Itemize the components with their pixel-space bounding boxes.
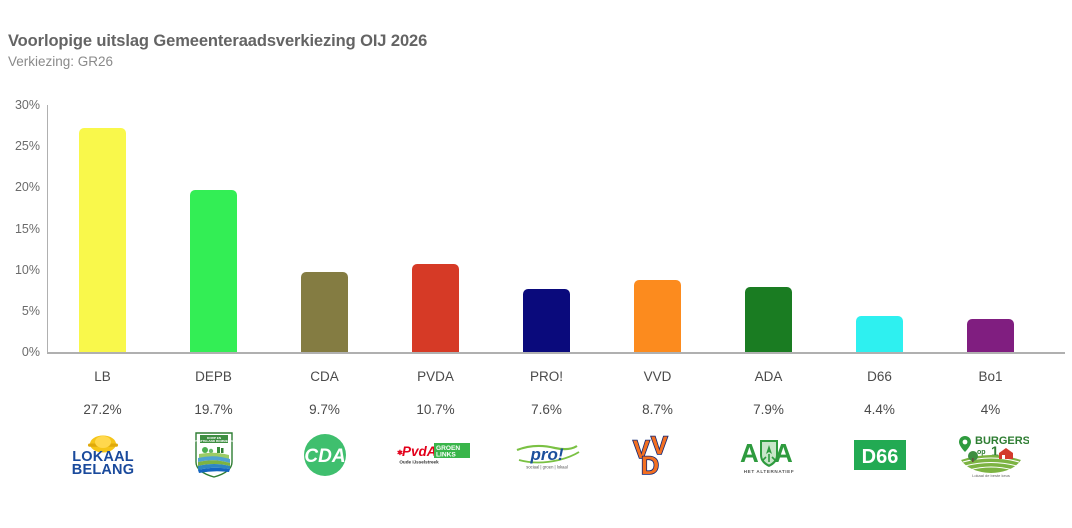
- x-axis-category-label: CDA: [310, 369, 339, 384]
- y-axis-tick: 30%: [14, 98, 40, 112]
- svg-text:Oude IJsselstreek: Oude IJsselstreek: [399, 460, 439, 465]
- x-axis-category-label: PRO!: [529, 369, 563, 384]
- svg-text:HET ALTERNATIEF: HET ALTERNATIEF: [743, 469, 794, 474]
- category-column: VVD 8.7% V V D: [602, 352, 713, 478]
- svg-text:V: V: [633, 436, 650, 464]
- pvda-groenlinks-logo: ✱ PvdA GROEN LINKS Oude IJsselstreek: [397, 443, 470, 465]
- svg-text:A: A: [774, 438, 793, 468]
- svg-text:PvdA: PvdA: [402, 444, 437, 459]
- svg-text:BURGERS: BURGERS: [975, 435, 1029, 447]
- svg-text:sociaal | groen | lokaal: sociaal | groen | lokaal: [526, 465, 568, 470]
- vvd-logo: V V D: [632, 432, 669, 478]
- category-column: Bo1 4% BURGERS op 1 Lokaal de beste keus: [935, 352, 1046, 478]
- x-axis-category-label: PVDA: [417, 369, 454, 384]
- depb-logo: DORP EN PLATTELAND BOMMERIG: [194, 432, 233, 478]
- burgers-op-1-logo: BURGERS op 1 Lokaal de beste keus: [958, 435, 1029, 478]
- page-title: Voorlopige uitslag Gemeenteraadsverkiezi…: [8, 32, 428, 50]
- category-column: LB 27.2% LOKAAL BELANG: [47, 352, 158, 478]
- y-axis-tick: 25%: [14, 139, 40, 154]
- chart-header: Voorlopige uitslag Gemeenteraadsverkiezi…: [8, 32, 427, 69]
- svg-text:LINKS: LINKS: [436, 452, 456, 459]
- bar-value-label: 7.9%: [753, 401, 784, 417]
- lokaal-belang-logo: LOKAAL BELANG: [71, 435, 134, 477]
- bar-value-label: 4.4%: [864, 401, 895, 417]
- x-axis-category-label: D66: [867, 369, 892, 384]
- lokaal-belang-logo: LOKAAL BELANG: [47, 432, 158, 478]
- category-column: CDA 9.7% CDA: [269, 352, 380, 478]
- y-axis-tick: 10%: [14, 262, 40, 277]
- svg-text:PLATTELAND BOMMERIG: PLATTELAND BOMMERIG: [194, 439, 233, 443]
- svg-text:BELANG: BELANG: [71, 462, 133, 477]
- category-column: DEPB 19.7% DORP EN PLATTELAND BOMMERIG: [158, 352, 269, 478]
- bar-value-label: 27.2%: [83, 401, 122, 417]
- svg-text:Lokaal de beste keus: Lokaal de beste keus: [972, 473, 1010, 478]
- cda-logo: CDA: [269, 432, 380, 478]
- svg-text:D66: D66: [861, 446, 898, 468]
- category-column: PRO! 7.6% pro! sociaal | groen | lokaal: [491, 352, 602, 478]
- y-axis-tick: 15%: [14, 221, 40, 236]
- svg-text:DORP EN: DORP EN: [206, 436, 221, 440]
- bars-layer: [0, 105, 1072, 352]
- bar[interactable]: [967, 319, 1014, 352]
- d66-logo: D66: [824, 432, 935, 478]
- svg-text:A: A: [740, 438, 759, 468]
- svg-text:LOKAAL: LOKAAL: [72, 449, 134, 465]
- d66-logo: D66: [853, 440, 906, 470]
- bar-value-label: 9.7%: [309, 401, 340, 417]
- x-axis-category-label: DEPB: [195, 369, 232, 384]
- category-column: ADA 7.9% A A HET ALTERNATIEF: [713, 352, 824, 478]
- y-axis-tick: 0%: [21, 345, 40, 359]
- x-axis-line: [47, 352, 1065, 354]
- y-axis-tick: 5%: [21, 303, 40, 318]
- ada-logo: A A HET ALTERNATIEF: [740, 438, 794, 474]
- category-column: D66 4.4% D66: [824, 352, 935, 478]
- bar[interactable]: [856, 315, 903, 352]
- pro-logo: pro! sociaal | groen | lokaal: [516, 444, 579, 470]
- svg-text:1: 1: [991, 443, 999, 459]
- bar-value-label: 19.7%: [194, 401, 233, 417]
- svg-text:✱: ✱: [397, 449, 403, 457]
- bar[interactable]: [190, 189, 237, 352]
- bar[interactable]: [412, 263, 459, 352]
- svg-text:CDA: CDA: [304, 446, 345, 467]
- ada-logo: A A HET ALTERNATIEF: [713, 432, 824, 478]
- bar[interactable]: [745, 286, 792, 352]
- vvd-logo: V V D: [602, 432, 713, 478]
- x-axis-category-label: LB: [94, 369, 111, 384]
- cda-logo: CDA: [303, 434, 346, 476]
- svg-text:pro!: pro!: [529, 445, 563, 464]
- svg-text:D: D: [641, 452, 659, 478]
- svg-text:V: V: [651, 432, 668, 460]
- pvda-groenlinks-logo: ✱ PvdA GROEN LINKS Oude IJsselstreek: [380, 432, 491, 478]
- burgers-op-1-logo: BURGERS op 1 Lokaal de beste keus: [935, 432, 1046, 478]
- x-axis-category-label: Bo1: [978, 369, 1003, 384]
- pro-logo: pro! sociaal | groen | lokaal: [491, 432, 602, 478]
- bar[interactable]: [523, 289, 570, 352]
- bar-value-label: 4%: [980, 401, 1001, 417]
- bar-value-label: 10.7%: [416, 401, 455, 417]
- svg-text:GROEN: GROEN: [436, 445, 460, 452]
- category-column: PVDA 10.7% ✱ PvdA GROEN LINKS Oude IJssel…: [380, 352, 491, 478]
- bar[interactable]: [634, 280, 681, 352]
- bar-value-label: 8.7%: [642, 401, 673, 417]
- chart-subtitle: Verkiezing: GR26: [8, 54, 114, 69]
- depb-logo: DORP EN PLATTELAND BOMMERIG: [158, 432, 269, 478]
- x-axis-category-label: ADA: [754, 369, 783, 384]
- bar[interactable]: [79, 128, 126, 352]
- y-axis-tick: 20%: [14, 180, 40, 195]
- y-axis-line: [47, 105, 48, 352]
- svg-text:op: op: [977, 449, 986, 456]
- bar-value-label: 7.6%: [531, 401, 562, 417]
- x-axis-category-label: VVD: [643, 369, 672, 384]
- bar[interactable]: [301, 272, 348, 352]
